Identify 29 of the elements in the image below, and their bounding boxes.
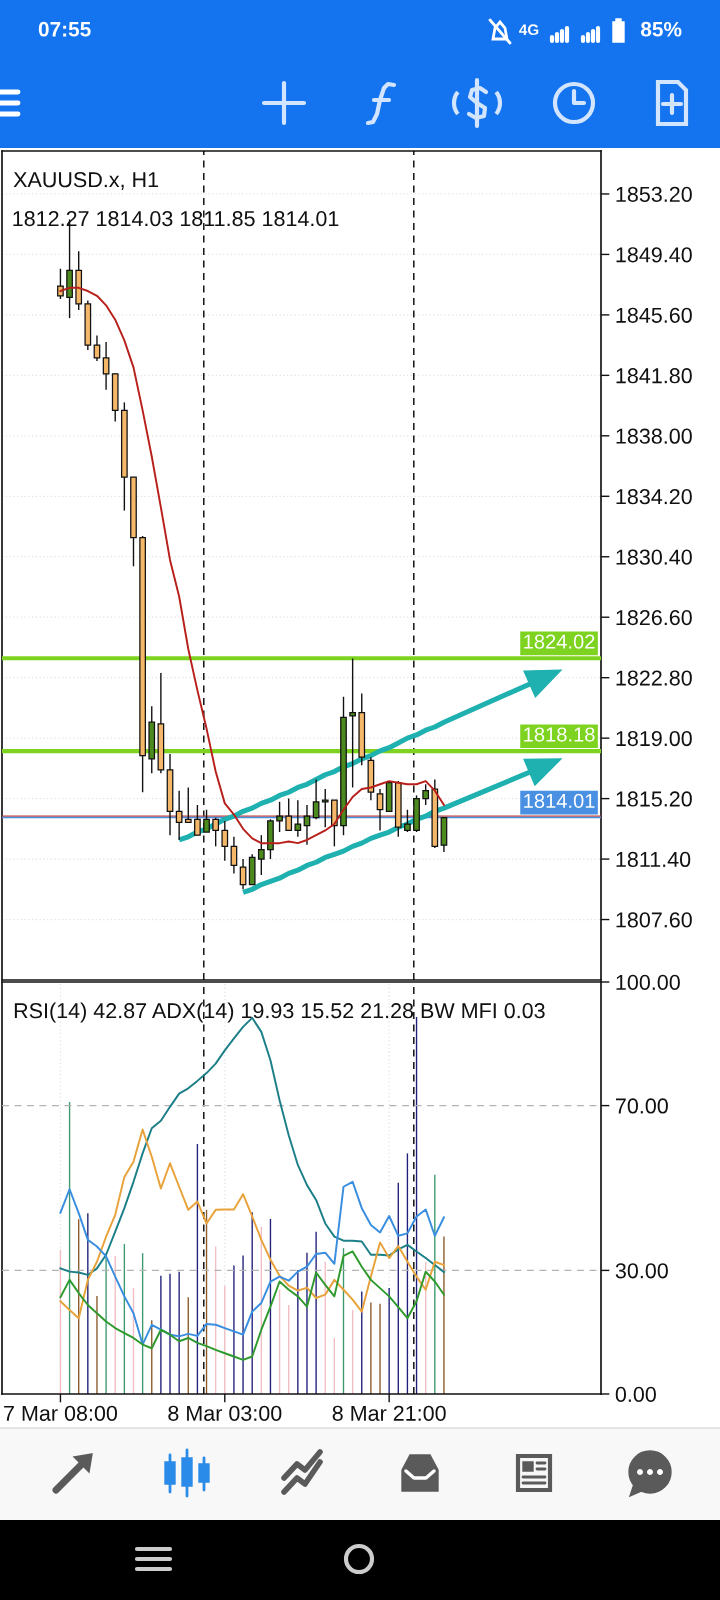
y-tick-label: 100.00 <box>616 974 680 991</box>
text: 07:55 <box>38 21 91 37</box>
x-tick-label: 7 Mar 08:00 <box>4 1405 118 1421</box>
text: 1812.27 1814.03 1811.85 1814.01 <box>13 210 339 227</box>
y-tick-label: 1807.60 <box>616 912 692 928</box>
y-tick-label: 1811.40 <box>616 851 691 868</box>
y-tick-label: 0.00 <box>615 1386 656 1403</box>
y-tick-label: 1826.60 <box>616 609 692 626</box>
y-tick-label: 1815.20 <box>616 791 692 807</box>
y-tick-label: 70.00 <box>615 1098 668 1114</box>
x-tick-label: 8 Mar 21:00 <box>332 1405 446 1421</box>
y-tick-label: 1849.40 <box>616 247 692 263</box>
y-tick-label: 1841.80 <box>616 368 692 384</box>
text: 85% <box>640 21 682 37</box>
text: RSI(14) 42.87 ADX(14) 19.93 15.52 21.28 BW MFI 0.03 <box>14 1002 545 1023</box>
y-tick-label: 1830.40 <box>616 549 692 565</box>
y-tick-label: 1819.00 <box>616 730 692 747</box>
ref-line-label: 1818.18 <box>524 727 595 742</box>
y-tick-label: 1822.80 <box>616 670 692 686</box>
text: 4G <box>519 24 539 36</box>
text: XAUUSD.x, H1 <box>13 172 158 190</box>
y-tick-label: 1834.20 <box>616 489 692 505</box>
ref-line-label: 1824.02 <box>524 634 595 649</box>
y-tick-label: 30.00 <box>615 1263 668 1279</box>
y-tick-label: 1853.20 <box>616 186 692 202</box>
y-tick-label: 1845.60 <box>616 307 692 323</box>
ref-line-label: 1814.01 <box>524 793 595 809</box>
y-tick-label: 1838.00 <box>616 428 692 444</box>
x-tick-label: 8 Mar 03:00 <box>168 1405 282 1421</box>
